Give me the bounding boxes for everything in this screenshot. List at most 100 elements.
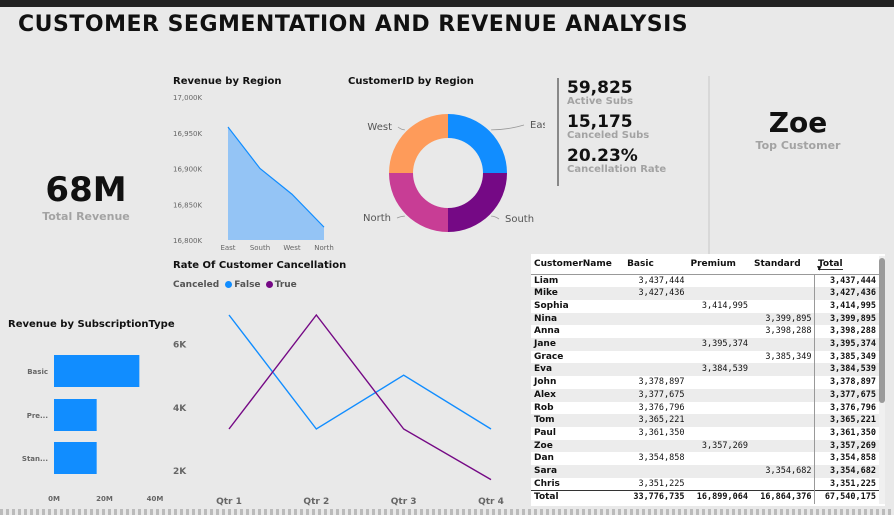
area-line bbox=[227, 126, 325, 228]
cell-value bbox=[687, 312, 751, 326]
cell-value: 3,398,288 bbox=[750, 325, 815, 339]
donut-slice-east bbox=[448, 114, 507, 173]
top-customer-value: Zoe bbox=[768, 106, 828, 139]
cell-value bbox=[624, 325, 688, 339]
top-customer-label: Top Customer bbox=[755, 139, 841, 152]
revenue-by-subscription-chart[interactable]: Basic Pre... Stan... 0M 20M 40M bbox=[8, 338, 168, 508]
x-tick-label: North bbox=[314, 244, 334, 252]
cell-value: 3,385,349 bbox=[750, 350, 815, 364]
col-header-basic[interactable]: Basic bbox=[624, 254, 688, 275]
cell-value bbox=[750, 287, 815, 300]
table-row[interactable]: Dan 3,354,858 3,354,858 bbox=[531, 452, 879, 466]
cell-value bbox=[750, 376, 815, 389]
col-header-customername[interactable]: CustomerName bbox=[531, 254, 625, 275]
cell-customer-name: Rob bbox=[531, 401, 625, 415]
cell-customer-name: Alex bbox=[531, 388, 625, 402]
cancellation-rate-value: 20.23% bbox=[567, 146, 638, 166]
table-row[interactable]: Alex 3,377,675 3,377,675 bbox=[531, 388, 879, 402]
cell-value bbox=[750, 426, 815, 440]
x-tick-label: Qtr 2 bbox=[303, 497, 329, 507]
cancellation-line-chart[interactable]: 6K 4K 2K Qtr 1 Qtr 2 Qtr 3 Qtr 4 bbox=[165, 296, 515, 508]
table-row[interactable]: Sara 3,354,682 3,354,682 bbox=[531, 465, 879, 478]
bar-premium bbox=[54, 399, 97, 431]
cell-value bbox=[750, 401, 815, 415]
revenue-by-subscription-title: Revenue by SubscriptionType bbox=[8, 319, 175, 330]
cancellation-rate-card[interactable]: 20.23% Cancellation Rate bbox=[567, 146, 707, 175]
cell-value: 3,354,858 bbox=[624, 452, 688, 466]
cell-value: 3,427,436 bbox=[624, 287, 688, 300]
donut-label-west: West bbox=[367, 122, 392, 133]
total-value: 33,776,735 bbox=[624, 490, 688, 505]
table-row[interactable]: Nina 3,399,895 3,399,895 bbox=[531, 312, 879, 326]
legend-item-true[interactable]: True bbox=[265, 280, 297, 290]
customerid-by-region-donut[interactable]: East South North West bbox=[345, 90, 545, 255]
cell-value bbox=[750, 388, 815, 402]
cell-total: 3,377,675 bbox=[814, 388, 879, 402]
x-tick-label: East bbox=[220, 244, 235, 252]
table-row[interactable]: Grace 3,385,349 3,385,349 bbox=[531, 350, 879, 364]
cell-total: 3,437,444 bbox=[814, 274, 879, 288]
donut-slice-south bbox=[448, 173, 507, 232]
y-tick-label: Basic bbox=[27, 368, 48, 376]
cell-total: 3,365,221 bbox=[814, 414, 879, 427]
x-tick-label: Qtr 1 bbox=[216, 497, 242, 507]
table-row[interactable]: Chris 3,351,225 3,351,225 bbox=[531, 477, 879, 491]
table-row[interactable]: Paul 3,361,350 3,361,350 bbox=[531, 426, 879, 440]
top-customer-card[interactable]: Zoe Top Customer bbox=[712, 106, 884, 152]
matrix-scrollbar-thumb[interactable] bbox=[879, 258, 885, 403]
y-tick-label: 16,850K bbox=[173, 201, 202, 209]
table-row[interactable]: Rob 3,376,796 3,376,796 bbox=[531, 401, 879, 415]
table-row[interactable]: John 3,378,897 3,378,897 bbox=[531, 376, 879, 389]
table-row[interactable]: Jane 3,395,374 3,395,374 bbox=[531, 338, 879, 351]
cell-value: 3,378,897 bbox=[624, 376, 688, 389]
table-row[interactable]: Zoe 3,357,269 3,357,269 bbox=[531, 439, 879, 453]
cell-value bbox=[624, 338, 688, 351]
table-row[interactable]: Liam 3,437,444 3,437,444 bbox=[531, 274, 879, 288]
cell-total: 3,399,895 bbox=[814, 312, 879, 326]
donut-slice-west bbox=[389, 114, 448, 173]
sort-desc-icon: ▼ bbox=[816, 265, 822, 272]
canceled-subs-value: 15,175 bbox=[567, 112, 633, 132]
customer-revenue-matrix[interactable]: CustomerName Basic Premium Standard Tota… bbox=[531, 254, 885, 506]
col-header-premium[interactable]: Premium bbox=[687, 254, 751, 275]
cell-value: 3,354,682 bbox=[750, 465, 815, 478]
cell-value bbox=[687, 414, 751, 427]
col-header-standard[interactable]: Standard bbox=[750, 254, 815, 275]
total-label: Total bbox=[531, 490, 625, 505]
legend-false-label: False bbox=[234, 280, 261, 290]
table-row[interactable]: Mike 3,427,436 3,427,436 bbox=[531, 287, 879, 300]
donut-leader-line bbox=[491, 124, 525, 131]
table-row[interactable]: Tom 3,365,221 3,365,221 bbox=[531, 414, 879, 427]
legend-item-false[interactable]: False bbox=[225, 280, 261, 290]
customerid-by-region-title: CustomerID by Region bbox=[348, 76, 474, 87]
cell-value bbox=[750, 452, 815, 466]
table-row[interactable]: Sophia 3,414,995 3,414,995 bbox=[531, 299, 879, 313]
cell-value bbox=[687, 452, 751, 466]
donut-leader-line bbox=[396, 215, 405, 219]
table-row[interactable]: Eva 3,384,539 3,384,539 bbox=[531, 363, 879, 377]
y-tick-label: 16,900K bbox=[173, 166, 202, 174]
matrix-scrollbar[interactable] bbox=[879, 256, 885, 504]
cell-total: 3,384,539 bbox=[814, 363, 879, 377]
cell-value: 3,384,539 bbox=[687, 363, 751, 377]
active-subs-card[interactable]: 59,825 Active Subs bbox=[567, 78, 707, 107]
cell-value bbox=[687, 287, 751, 300]
total-value: 67,540,175 bbox=[814, 490, 879, 505]
x-tick-label: 20M bbox=[96, 495, 113, 503]
y-tick-label: Stan... bbox=[22, 455, 48, 463]
revenue-by-region-chart[interactable]: 17,000K 16,950K 16,900K 16,850K 16,800K East S… bbox=[170, 88, 340, 256]
total-revenue-card[interactable]: 68M Total Revenue bbox=[8, 170, 164, 223]
matrix-table: CustomerName Basic Premium Standard Tota… bbox=[531, 254, 879, 505]
canceled-subs-card[interactable]: 15,175 Canceled Subs bbox=[567, 112, 707, 141]
bar-basic bbox=[54, 355, 140, 387]
x-tick-label: West bbox=[283, 244, 300, 252]
col-header-total[interactable]: Total ▼ bbox=[814, 254, 879, 275]
cell-total: 3,376,796 bbox=[814, 401, 879, 415]
cell-total: 3,385,349 bbox=[814, 350, 879, 364]
table-row[interactable]: Anna 3,398,288 3,398,288 bbox=[531, 325, 879, 339]
cell-total: 3,354,858 bbox=[814, 452, 879, 466]
cell-total: 3,357,269 bbox=[814, 439, 879, 453]
x-tick-label: Qtr 4 bbox=[478, 497, 504, 507]
cell-customer-name: Zoe bbox=[531, 439, 625, 453]
cell-customer-name: Anna bbox=[531, 325, 625, 339]
